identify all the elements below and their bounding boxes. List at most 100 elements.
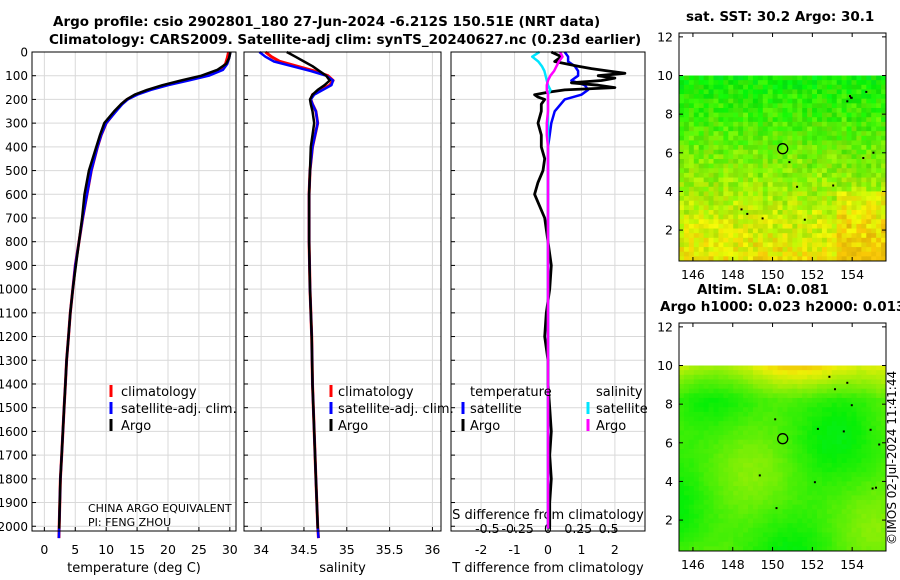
sst-map-cell [866,75,872,81]
sla-map-cell [767,370,774,376]
sla-map-cell [797,490,803,496]
sst-map-cell [772,177,779,183]
sla-map-cell [787,430,793,436]
sst-map-cell [698,200,705,206]
sst-map-cell [841,80,848,86]
sla-map-cell [881,374,886,381]
sla-map-cell [812,532,818,538]
sst-map-cell [777,121,784,128]
sla-map-cell [821,527,828,534]
sst-map-cell [743,107,749,114]
sla-map-cell [797,397,803,404]
sla-map-cell [723,486,729,492]
sst-map-cell [752,205,759,211]
sst-map-cell [836,149,843,155]
sla-map-cell [841,365,848,371]
sst-map-cell [728,163,734,169]
sla-map-cell [728,435,734,441]
sla-map-cell [861,416,867,422]
sla-map-cell [713,541,720,547]
sla-map-cell [708,439,715,445]
sla-map-cell [703,439,710,445]
sla-map-cell [738,388,744,394]
sst-map-cell [821,247,828,253]
sla-map-cell [718,370,724,376]
sst-map-cell [826,256,833,261]
sla-map-cell [782,421,789,427]
sst-map-cell [757,168,764,174]
sst-map-cell [871,145,877,151]
sst-map-cell [698,191,705,197]
sst-map-cell [762,242,769,248]
sst-map-cell [821,237,828,244]
sst-map-cell [807,196,813,202]
sst-map-cell [703,191,710,197]
sla-map-cell [708,467,715,473]
sla-map-cell [821,495,828,501]
sst-map-cell [767,223,774,230]
sst-map-cell [836,117,843,123]
sst-map-cell [743,214,749,220]
sla-map-cell [861,388,867,394]
sla-map-cell [752,388,759,394]
sst-map-cell [713,214,720,220]
sla-map-xtick-label: 154 [840,557,864,572]
sla-map-cell [817,458,823,464]
sla-map-cell [812,439,818,445]
sst-map-cell [683,94,690,100]
sla-map-cell [881,425,886,432]
sla-map-cell [807,504,813,510]
sst-map-cell [821,223,828,230]
sst-map-cell [757,158,764,165]
sla-map-cell [871,425,877,432]
sla-map-cell [688,532,695,538]
sla-map-cell [856,453,862,459]
sst-map-cell [817,131,823,137]
sst-map-cell [861,237,867,244]
sst-map-cell [797,84,803,91]
sla-map-cell [772,546,779,551]
sla-map-cell [836,527,843,534]
sst-map-cell [817,94,823,100]
sla-map-cell [777,411,784,418]
sst-map-cell [723,209,729,216]
sst-map-cell [708,84,715,91]
sla-map-cell [723,402,729,408]
sla-map-cell [703,499,710,506]
sla-map-cell [792,374,798,381]
sla-map-cell [752,513,759,520]
sst-map-cell [698,94,705,100]
sst-map-cell [698,223,705,230]
sst-map-cell [876,140,882,146]
sla-map-cell [713,476,720,483]
sst-map-cell [782,196,789,202]
panel3-xtick-label: -2 [475,542,487,557]
sla-map-cell [856,481,862,487]
sla-map-cell [846,472,853,478]
sst-map-cell [703,200,710,206]
sla-map-cell [767,444,774,450]
sla-map-cell [693,379,700,385]
sla-map-cell [851,509,858,515]
sst-map-cell [679,117,685,123]
sst-map-cell [743,219,749,225]
sla-map-cell [772,439,779,445]
sst-map-xtick-label: 154 [840,267,864,282]
sla-map-cell [787,402,793,408]
sst-map-cell [821,196,828,202]
sst-map-cell [752,154,759,160]
sst-map-cell [698,89,705,95]
sst-map-cell [688,158,695,165]
sst-map-cell [831,121,838,128]
sst-map-cell [866,214,872,220]
sla-map-cell [703,407,710,413]
sla-map-cell [792,416,798,422]
sla-map-cell [748,374,754,381]
sla-map-cell [718,365,724,371]
sst-map-cell [693,117,700,123]
sst-map-cell [821,121,828,128]
sst-map-cell [812,163,818,169]
sst-map-cell [866,126,872,132]
sla-map-cell [693,421,700,427]
sla-map-cell [693,365,700,371]
